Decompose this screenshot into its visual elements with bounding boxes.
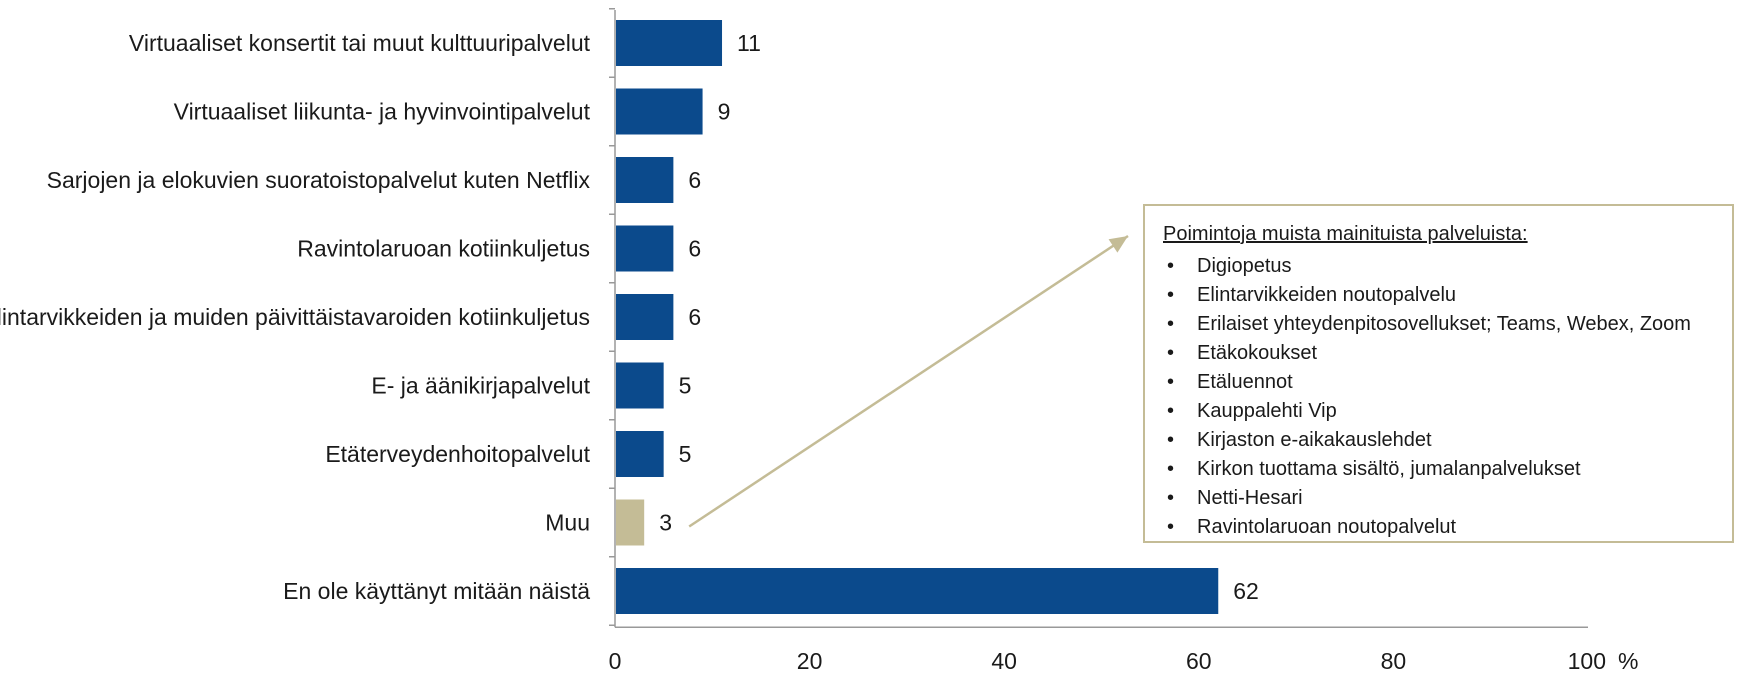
value-label-3: 6: [688, 236, 701, 262]
callout-item: Kirkon tuottama sisältö, jumalanpalveluk…: [1163, 455, 1714, 484]
bar-6: [616, 431, 664, 477]
x-tick-label-3: 60: [1186, 648, 1212, 674]
category-label-6: Etäterveydenhoitopalvelut: [325, 441, 590, 467]
bar-4: [616, 294, 674, 340]
x-axis-unit: %: [1618, 648, 1638, 674]
bar-3: [616, 225, 674, 272]
value-label-5: 5: [679, 373, 692, 399]
callout-item: Elintarvikkeiden noutopalvelu: [1163, 281, 1714, 310]
value-label-1: 9: [718, 99, 731, 125]
category-label-3: Ravintolaruoan kotiinkuljetus: [297, 236, 590, 262]
callout-item: Etäluennot: [1163, 368, 1714, 397]
bar-7: [616, 499, 645, 546]
x-tick-label-1: 20: [797, 648, 823, 674]
bar-1: [616, 88, 703, 135]
value-label-6: 5: [679, 441, 692, 467]
callout-box: Poimintoja muista mainituista palveluist…: [1143, 204, 1734, 543]
value-label-8: 62: [1233, 578, 1259, 604]
x-tick-label-0: 0: [609, 648, 622, 674]
value-label-0: 11: [737, 30, 761, 56]
bar-0: [616, 20, 723, 66]
category-label-7: Muu: [545, 510, 590, 536]
value-label-7: 3: [659, 510, 672, 536]
bar-8: [616, 568, 1219, 614]
category-label-0: Virtuaaliset konsertit tai muut kulttuur…: [129, 30, 591, 56]
callout-item: Digiopetus: [1163, 252, 1714, 281]
callout-item: Kirjaston e-aikakauslehdet: [1163, 426, 1714, 455]
callout-item: Etäkokoukset: [1163, 339, 1714, 368]
callout-arrow: [688, 234, 1129, 528]
callout-arrowhead: [1108, 236, 1128, 253]
callout-item: Erilaiset yhteydenpitosovellukset; Teams…: [1163, 310, 1714, 339]
category-label-5: E- ja äänikirjapalvelut: [371, 373, 590, 399]
x-tick-label-2: 40: [991, 648, 1017, 674]
value-label-4: 6: [688, 304, 701, 330]
category-label-2: Sarjojen ja elokuvien suoratoistopalvelu…: [47, 167, 591, 193]
x-tick-label-5: 100: [1568, 648, 1606, 674]
value-label-2: 6: [688, 167, 701, 193]
callout-item: Ravintolaruoan noutopalvelut: [1163, 513, 1714, 542]
bar-2: [616, 157, 674, 203]
callout-item: Netti-Hesari: [1163, 484, 1714, 513]
category-label-4: Elintarvikkeiden ja muiden päivittäistav…: [0, 304, 590, 330]
x-tick-label-4: 80: [1381, 648, 1407, 674]
callout-list: DigiopetusElintarvikkeiden noutopalveluE…: [1163, 252, 1714, 542]
bar-5: [616, 362, 664, 409]
callout-item: Kauppalehti Vip: [1163, 397, 1714, 426]
category-label-8: En ole käyttänyt mitään näistä: [283, 578, 590, 604]
category-label-1: Virtuaaliset liikunta- ja hyvinvointipal…: [174, 99, 591, 125]
callout-title: Poimintoja muista mainituista palveluist…: [1163, 223, 1528, 245]
